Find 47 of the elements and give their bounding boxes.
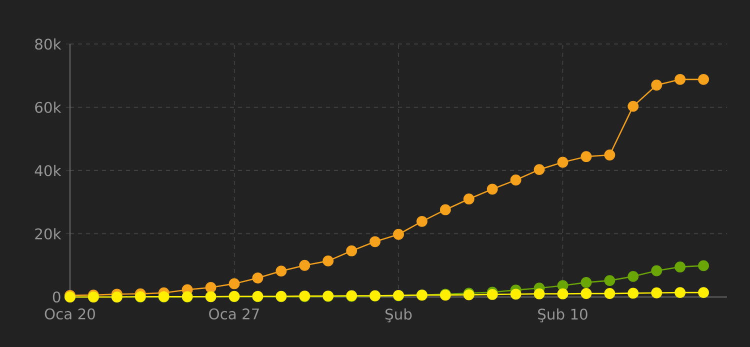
point (510, 174, 522, 186)
point (416, 216, 428, 227)
point (205, 282, 216, 293)
point (322, 255, 334, 266)
point (534, 164, 545, 176)
point (580, 288, 592, 299)
point (698, 287, 710, 298)
point (252, 272, 264, 284)
point (628, 288, 639, 299)
point (463, 193, 474, 204)
y-tick-label: 20k (35, 228, 62, 240)
y-tick-label: 80k (35, 38, 62, 50)
point (580, 276, 592, 288)
x-tick-label: Oca 20 (44, 308, 95, 320)
y-tick-label: 40k (34, 164, 62, 176)
point (557, 288, 568, 300)
point (299, 260, 310, 271)
point (651, 265, 662, 276)
point (674, 287, 686, 298)
point (580, 151, 592, 162)
y-tick-label: 60k (35, 102, 62, 113)
point (674, 74, 686, 85)
point (604, 275, 616, 286)
point (370, 236, 381, 248)
point (628, 100, 639, 112)
y-tick-label: 0 (52, 291, 60, 303)
point (651, 80, 662, 91)
point (698, 74, 710, 85)
point (534, 288, 545, 300)
x-tick-label: Şub 10 (538, 308, 588, 322)
point (228, 278, 240, 290)
point (440, 204, 451, 216)
point (674, 261, 686, 272)
point (651, 287, 662, 298)
point (276, 266, 287, 277)
point (486, 184, 498, 195)
point (393, 228, 404, 240)
point (486, 289, 498, 300)
point (510, 288, 522, 300)
point (628, 270, 639, 282)
x-tick-label: Oca 27 (209, 308, 259, 320)
point (346, 245, 358, 256)
point (557, 156, 568, 168)
point (604, 150, 616, 160)
point (604, 288, 616, 299)
point (698, 260, 710, 272)
x-tick-label: Şub (386, 308, 412, 322)
